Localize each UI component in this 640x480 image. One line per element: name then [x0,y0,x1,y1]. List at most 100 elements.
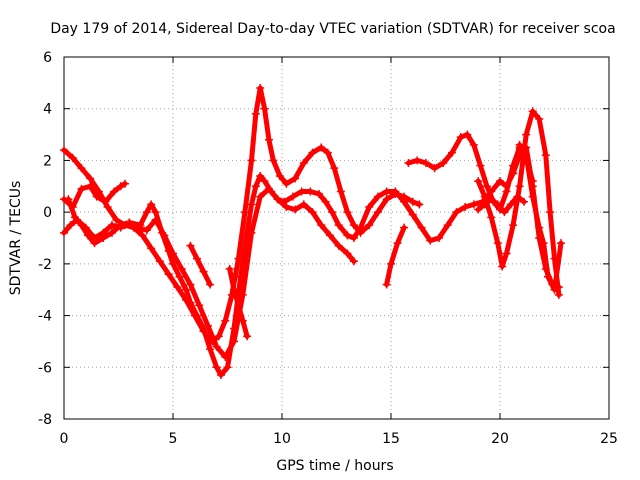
data-point [60,146,68,155]
data-point [343,208,352,217]
data-point [400,192,409,201]
data-point [225,265,234,274]
data-point [382,187,391,196]
data-point [557,239,566,248]
data-point [234,254,243,263]
data-point [86,174,95,183]
data-point [543,272,552,281]
data-point [373,208,382,217]
data-point [306,187,315,196]
data-point [110,187,119,196]
data-point [469,140,478,149]
data-point [273,195,282,204]
data-point [373,192,382,201]
data-point [382,280,391,289]
data-point [343,231,352,240]
data-point [430,164,439,173]
data-point [315,190,324,199]
data-point [214,332,223,341]
data-point [349,234,358,242]
data-point [142,208,151,217]
series-track-6 [225,265,252,341]
data-point [480,192,489,201]
data-point [476,161,485,170]
plot-frame [63,56,610,420]
data-point [493,239,502,248]
y-tick-label: -6 [38,360,52,376]
data-point [247,228,256,237]
data-point [121,179,130,188]
data-point [356,228,365,237]
data-point [482,182,491,191]
x-tick-label: 10 [273,431,291,447]
x-tick-label: 25 [600,431,618,447]
data-point [173,283,182,292]
data-point [243,332,252,341]
data-point [400,223,409,232]
data-point [60,228,68,237]
data-point [190,311,199,320]
data-point [299,200,308,209]
data-point [138,231,147,240]
data-point [515,140,524,149]
series-track-10 [474,192,528,217]
data-point [291,174,300,183]
data-point [434,234,443,242]
series-track-8 [474,107,563,299]
data-point [463,130,472,139]
data-point [496,177,504,186]
data-point [443,221,452,230]
data-point [515,182,524,191]
data-point [365,221,374,230]
series-track-7 [186,241,215,289]
data-point [550,285,559,294]
data-point [502,187,511,196]
data-point [317,143,326,152]
data-point [509,169,518,178]
data-point [275,171,284,180]
data-point [251,109,260,118]
y-tick-label: 6 [43,50,52,66]
data-point [554,290,563,299]
data-point [336,187,345,196]
data-point [408,197,417,206]
data-point [238,290,247,299]
data-point [83,231,92,240]
data-point [147,200,156,209]
data-point [151,215,160,224]
data-point [186,241,195,250]
data-point [142,226,151,235]
data-point [522,151,531,160]
series-track-11 [509,140,566,294]
chart-title: Day 179 of 2014, Sidereal Day-to-day VTE… [50,21,615,37]
series-track-1 [60,179,130,211]
data-point [107,221,116,230]
data-point [77,221,86,230]
y-tick-label: -4 [38,309,52,325]
data-point [99,234,108,242]
data-point [426,236,435,245]
data-point [134,223,143,232]
data-point [155,257,164,266]
data-point [528,107,537,116]
series-line [187,243,213,287]
x-tick-label: 15 [382,431,400,447]
data-point [535,115,544,124]
data-point [206,280,215,289]
data-point [461,202,470,211]
data-point [330,164,339,173]
data-point [238,316,247,325]
data-point [391,190,400,199]
data-point [256,84,265,93]
data-point [328,208,337,217]
data-point [68,153,77,162]
series-track-5 [382,223,409,289]
data-point [365,202,374,211]
data-point [528,192,537,201]
data-point [349,221,358,230]
data-point [288,192,297,201]
data-point [308,148,317,157]
data-point [297,187,306,196]
data-point [230,337,239,346]
data-point [408,210,417,219]
